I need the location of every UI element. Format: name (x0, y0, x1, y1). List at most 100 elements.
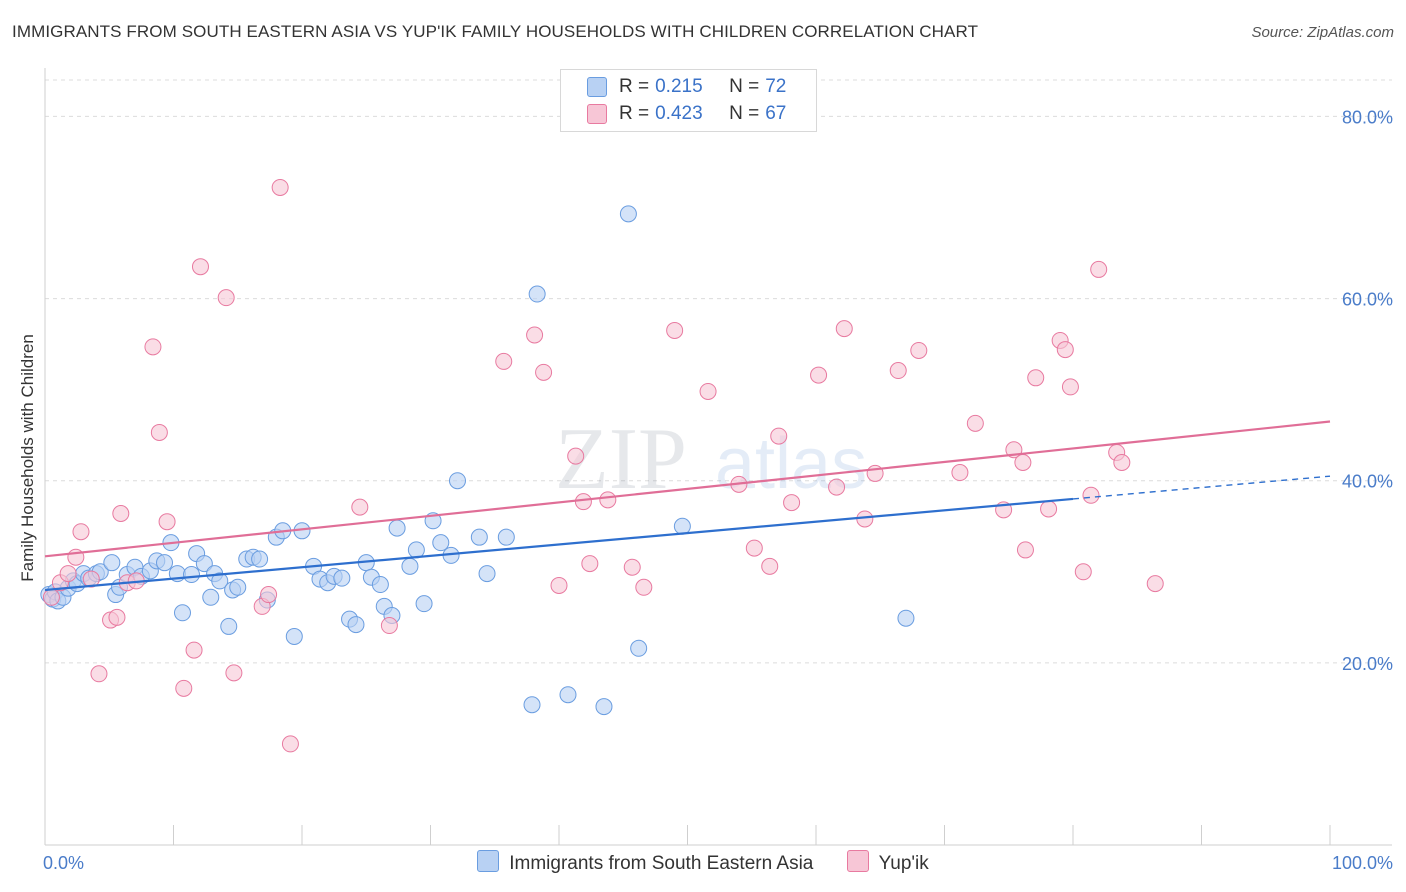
data-point-blue (497, 528, 515, 546)
data-point-pink (1016, 541, 1034, 559)
data-point-pink (550, 576, 568, 594)
data-point-pink (1040, 500, 1058, 518)
tick-labels: 20.0% 40.0% 60.0% 80.0% 0.0% 100.0% (43, 107, 1393, 873)
data-point-pink (745, 539, 763, 557)
data-point-pink (1014, 454, 1032, 471)
data-point-blue (202, 588, 220, 606)
data-point-pink (90, 665, 108, 683)
data-point-pink (1082, 486, 1100, 504)
legend-r-value: 0.423 (655, 103, 703, 124)
data-point-blue (630, 639, 648, 657)
data-point-blue (285, 627, 303, 645)
trend-line-pink (44, 420, 1331, 558)
data-point-pink (1061, 378, 1079, 396)
legend-r-value: 0.215 (655, 76, 703, 97)
data-point-pink (910, 341, 928, 359)
legend-swatch-blue (587, 76, 607, 97)
data-point-pink (635, 578, 653, 596)
data-point-blue (595, 698, 613, 716)
data-point-pink (150, 423, 168, 441)
data-point-blue (182, 566, 200, 584)
chart-title: IMMIGRANTS FROM SOUTH EASTERN ASIA VS YU… (12, 22, 979, 41)
y-tick-label: 40.0% (1342, 472, 1393, 492)
data-point-pink (1113, 454, 1131, 471)
data-point-pink (351, 498, 369, 516)
data-point-pink (567, 447, 585, 465)
data-point-pink (1090, 260, 1108, 278)
y-tick-label: 20.0% (1342, 654, 1393, 674)
data-point-pink (217, 289, 235, 307)
data-point-blue (897, 609, 915, 627)
data-point-pink (271, 178, 289, 196)
grid-lines (45, 79, 1392, 664)
legend-n-value: 72 (765, 76, 787, 97)
trend-line-extension-blue (1072, 475, 1331, 500)
data-point-pink (225, 664, 243, 682)
data-point-blue (220, 617, 238, 635)
data-point-pink (1146, 575, 1164, 593)
data-point-pink (380, 617, 398, 635)
data-point-pink (699, 382, 717, 400)
data-point-pink (810, 366, 828, 384)
data-point-pink (82, 570, 100, 588)
data-point-pink (623, 558, 641, 576)
data-point-blue (251, 550, 269, 568)
data-point-pink (581, 555, 599, 573)
data-point-pink (783, 494, 801, 512)
data-point-blue (229, 578, 247, 596)
data-point-blue (333, 569, 351, 587)
data-point-blue (156, 554, 174, 572)
data-point-pink (191, 258, 209, 276)
data-point-pink (599, 491, 617, 509)
trend-lines (44, 420, 1331, 592)
data-point-pink (175, 679, 193, 697)
data-point-blue (673, 517, 691, 535)
data-point-pink (144, 338, 162, 356)
legend-row-blue: R = 0.215 N = 72 (587, 75, 786, 99)
source-label: Source: ZipAtlas.com (1251, 24, 1394, 41)
data-point-blue (211, 572, 229, 590)
data-point-pink (1027, 369, 1045, 387)
legend: R = 0.215 N = 72 R = 0.423 N = 67 (560, 69, 817, 132)
y-axis-label: Family Households with Children (18, 334, 37, 582)
data-point-blue (619, 205, 637, 223)
data-point-pink (72, 523, 90, 541)
data-point-blue (528, 285, 546, 303)
legend-n-label: N = (729, 103, 760, 124)
data-point-pink (158, 513, 176, 531)
data-point-blue (470, 528, 488, 546)
data-point-pink (770, 427, 788, 445)
series-legend-item-pink: Yup'ik (846, 850, 929, 875)
data-point-pink (495, 352, 513, 370)
data-point-blue (103, 554, 121, 572)
data-point-blue (559, 686, 577, 704)
data-point-pink (1074, 563, 1092, 581)
data-point-pink (761, 557, 779, 575)
data-point-pink (889, 362, 907, 380)
x-tick-label: 0.0% (43, 853, 84, 873)
legend-r-label: R = (619, 76, 650, 97)
legend-n-label: N = (729, 76, 760, 97)
data-point-blue (195, 555, 213, 573)
data-point-pink (281, 735, 299, 753)
legend-row-pink: R = 0.423 N = 67 (587, 102, 786, 126)
data-point-blue (347, 616, 365, 634)
data-point-pink (951, 464, 969, 482)
data-point-blue (432, 534, 450, 552)
data-point-pink (666, 321, 684, 339)
data-point-blue (415, 595, 433, 613)
data-point-pink (835, 320, 853, 338)
axes (44, 68, 1392, 846)
x-tick-label: 100.0% (1332, 853, 1393, 873)
data-point-blue (478, 565, 496, 583)
data-point-pink (828, 478, 846, 496)
legend-r-label: R = (619, 103, 650, 124)
y-tick-label: 60.0% (1342, 290, 1393, 310)
series-name-pink: Yup'ik (878, 853, 929, 874)
series-name-blue: Immigrants from South Eastern Asia (509, 853, 814, 874)
series-swatch-pink (846, 850, 869, 872)
data-point-pink (59, 565, 77, 583)
data-point-pink (260, 586, 278, 604)
y-tick-label: 80.0% (1342, 107, 1393, 127)
